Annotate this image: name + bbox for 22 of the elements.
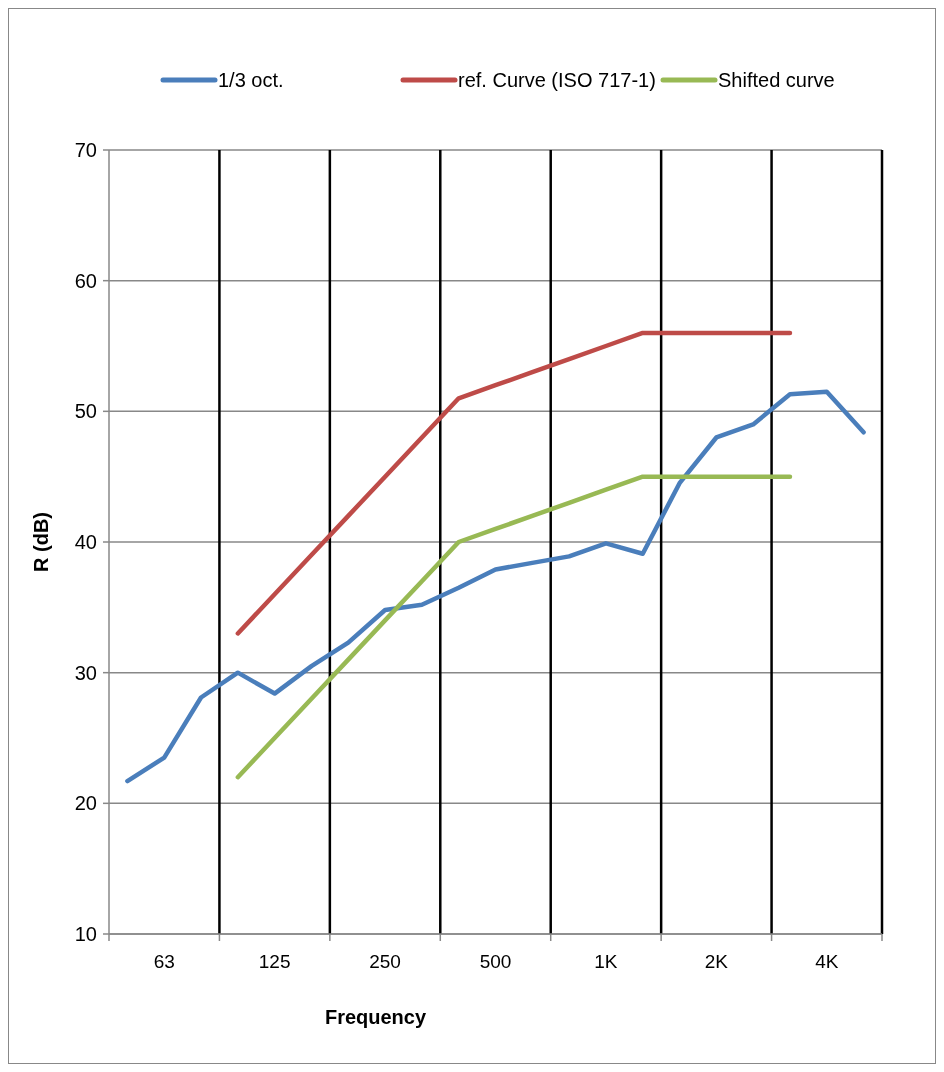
x-tick-label: 500 xyxy=(479,951,512,972)
x-axis-title: Frequency xyxy=(324,1006,427,1028)
y-tick-label: 40 xyxy=(74,531,97,553)
line-series xyxy=(235,330,793,636)
x-tick-label: 1K xyxy=(594,951,618,972)
legend-label: 1/3 oct. xyxy=(218,69,284,91)
y-axis-title: R (dB) xyxy=(30,512,52,572)
legend-label: Shifted curve xyxy=(718,69,835,91)
y-tick-label: 70 xyxy=(74,139,97,161)
x-tick-label: 125 xyxy=(258,951,291,972)
y-tick-label: 20 xyxy=(74,792,97,815)
y-tick-label: 30 xyxy=(74,661,97,684)
line-series xyxy=(125,389,866,784)
y-tick-label: 10 xyxy=(74,923,97,945)
y-tick-label: 50 xyxy=(74,400,97,423)
y-tick-label: 60 xyxy=(74,269,97,292)
x-tick-label: 250 xyxy=(369,951,401,972)
legend-label: ref. Curve (ISO 717-1) xyxy=(458,69,656,91)
x-tick-label: 4K xyxy=(815,951,839,972)
x-tick-label: 63 xyxy=(153,951,175,972)
line-series xyxy=(235,474,793,780)
x-tick-label: 2K xyxy=(704,951,729,972)
